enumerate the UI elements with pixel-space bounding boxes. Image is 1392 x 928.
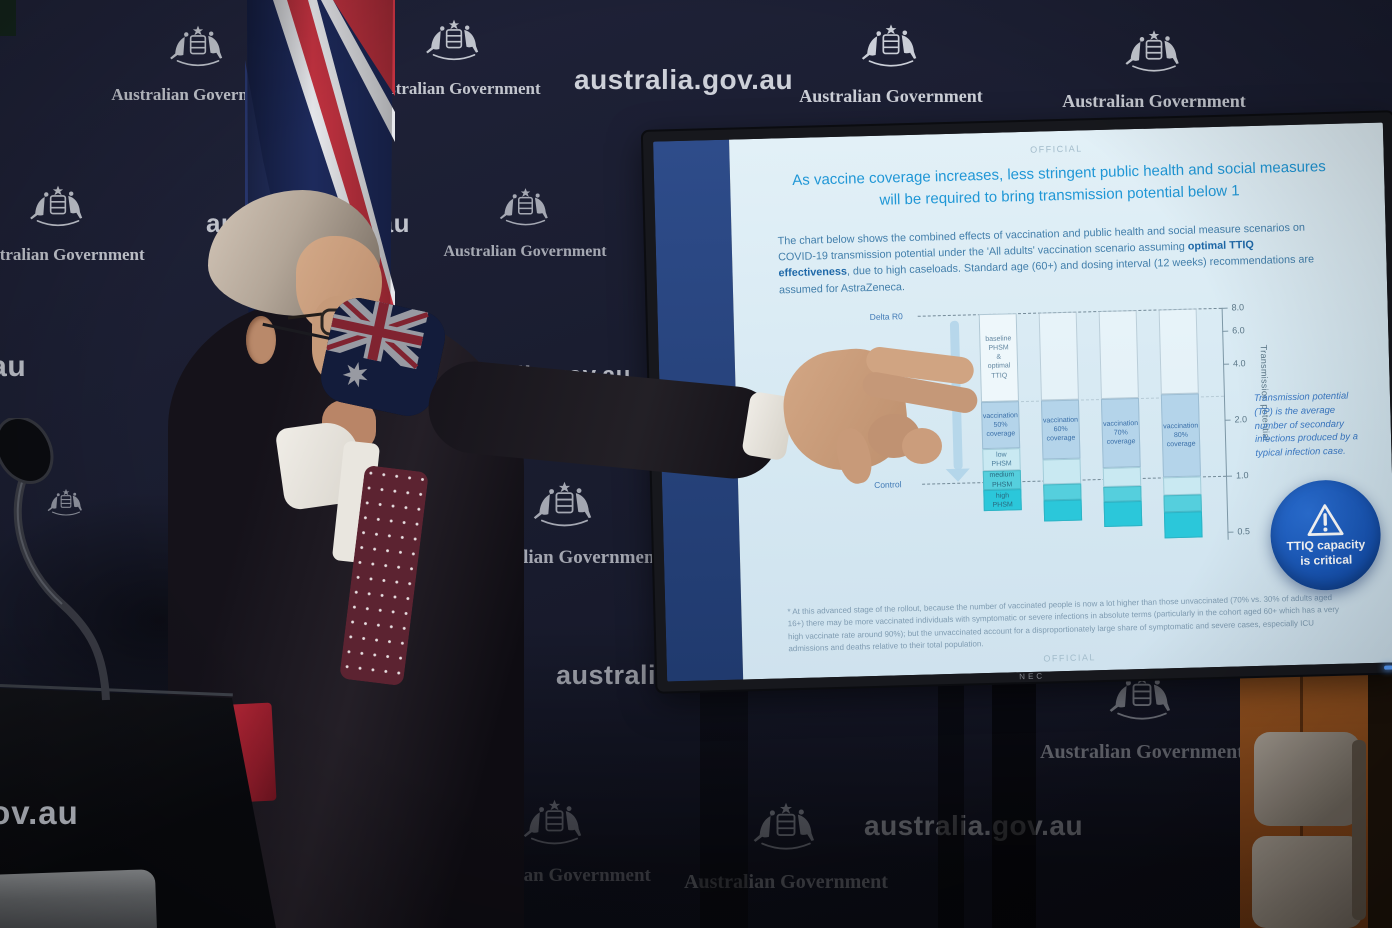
segment-label-line: high bbox=[995, 491, 1010, 500]
chart-bar-segment bbox=[1043, 483, 1082, 501]
backdrop-gov-text: Australian Government bbox=[367, 79, 541, 98]
chart-bar-segment: vaccination 50% coverage bbox=[980, 400, 1021, 450]
backdrop-crest-unit: Australian Government bbox=[367, 0, 541, 99]
y-axis-tick bbox=[1225, 475, 1233, 477]
y-axis-tick-label: 6.0 bbox=[1232, 325, 1245, 336]
segment-label-line: PHSM bbox=[992, 500, 1013, 509]
y-axis-tick-label: 8.0 bbox=[1231, 302, 1245, 313]
backdrop-crest-unit: Australian Government bbox=[0, 166, 145, 265]
chart-bar-segment: vaccination 80% coverage bbox=[1160, 393, 1202, 478]
segment-label-line: 50% bbox=[993, 421, 1008, 429]
slide-intro: The chart below shows the combined effec… bbox=[778, 219, 1328, 298]
gooseneck-microphone bbox=[0, 418, 110, 701]
segment-label-line: & bbox=[996, 353, 1002, 362]
warning-triangle-icon bbox=[1307, 504, 1344, 536]
chart-bar-segment bbox=[1163, 476, 1202, 496]
backdrop-crest-unit: Australian Government bbox=[111, 6, 285, 105]
backdrop-gov-text: Australian Government bbox=[1062, 91, 1246, 111]
backdrop-url-text: australia.gov.au bbox=[0, 350, 27, 383]
segment-label-line: vaccination bbox=[1042, 416, 1079, 425]
chair-back-cushion bbox=[1254, 732, 1360, 826]
y-axis-tick-label: 1.0 bbox=[1235, 470, 1249, 481]
reference-line-label: Control bbox=[873, 479, 902, 490]
y-axis-tick bbox=[1221, 307, 1228, 309]
ttiq-warning-badge: TTIQ capacity is critical bbox=[1269, 478, 1383, 592]
segment-label-line: 70% bbox=[1113, 428, 1128, 437]
segment-label-line: coverage bbox=[1166, 440, 1196, 449]
segment-label-line: 60% bbox=[1053, 425, 1068, 433]
reference-line-label: Delta R0 bbox=[869, 311, 903, 323]
chart-bar-segment bbox=[1103, 501, 1143, 528]
y-axis-tick bbox=[1223, 363, 1230, 365]
backdrop-crest-unit: Australian Government bbox=[443, 170, 607, 261]
backdrop-gov-text: Australian Government bbox=[799, 86, 983, 106]
segment-label-line: vaccination bbox=[1102, 419, 1139, 428]
y-axis-line bbox=[1221, 307, 1229, 541]
chart-bar-segment bbox=[1042, 458, 1082, 485]
chart-bar-segment bbox=[1102, 466, 1142, 488]
monitor-brand-logo: NEC bbox=[1019, 671, 1046, 682]
chair-seat-cushion bbox=[1252, 836, 1362, 928]
y-axis-tick bbox=[1224, 419, 1231, 421]
tp-definition-note: Transmission potential (TP) is the avera… bbox=[1253, 390, 1359, 460]
chart-bar-segment bbox=[1163, 494, 1202, 513]
curled-finger bbox=[902, 428, 942, 464]
chart-bar-segment: medium PHSM bbox=[982, 469, 1022, 491]
government-crest-icon bbox=[1109, 10, 1199, 88]
y-axis-tick-label: 4.0 bbox=[1232, 358, 1246, 369]
government-crest-icon bbox=[485, 170, 566, 240]
segment-label-line: coverage bbox=[1046, 434, 1076, 443]
backdrop-gov-text: Australian Government bbox=[111, 85, 285, 104]
chart-bar-segment bbox=[1158, 308, 1199, 395]
government-crest-icon bbox=[154, 6, 242, 82]
chart-bar-segment: baseline PHSM & optimal TTIQ bbox=[978, 313, 1019, 402]
badge-text-line2: is critical bbox=[1300, 552, 1353, 568]
chart-bar-segment: vaccination 70% coverage bbox=[1100, 397, 1141, 468]
segment-label-line: PHSM bbox=[991, 480, 1013, 489]
backdrop-url-text: australia.gov.au bbox=[574, 64, 794, 95]
government-crest-icon bbox=[845, 4, 937, 83]
y-axis-tick bbox=[1227, 531, 1234, 533]
backdrop-gov-text: Australian Government bbox=[443, 243, 607, 260]
chart-bar-segment bbox=[1163, 511, 1203, 539]
government-crest-icon bbox=[410, 0, 498, 76]
slide-title: As vaccine coverage increases, less stri… bbox=[738, 155, 1381, 215]
chart-bar-segment bbox=[1043, 499, 1083, 522]
chart-bar-segment bbox=[1038, 311, 1079, 401]
y-axis-tick-label: 0.5 bbox=[1237, 526, 1251, 537]
backdrop-crest-unit: Australian Government bbox=[1062, 10, 1246, 112]
chart-bar-segment: high PHSM bbox=[983, 489, 1022, 511]
government-crest-icon bbox=[14, 166, 102, 242]
segment-label-line: vaccination bbox=[982, 412, 1018, 420]
equipment-back bbox=[0, 869, 158, 928]
slide-footnote: * At this advanced stage of the rollout,… bbox=[787, 593, 1340, 654]
chart-bar-segment bbox=[1098, 310, 1139, 399]
segment-label-line: coverage bbox=[1106, 437, 1136, 446]
chart-bar-segment bbox=[1103, 486, 1142, 503]
y-axis-tick-label: 2.0 bbox=[1234, 414, 1248, 425]
chart-bar-segment: vaccination 60% coverage bbox=[1040, 399, 1081, 460]
segment-label-line: TTIQ bbox=[991, 371, 1008, 380]
chart-bar-segment: low PHSM bbox=[982, 448, 1021, 471]
backdrop-crest-unit: Australian Government bbox=[799, 4, 983, 107]
power-led bbox=[1384, 665, 1392, 670]
speaker-ear bbox=[246, 316, 276, 364]
backdrop-gov-text: Australian Government bbox=[0, 245, 145, 264]
government-crest-icon bbox=[516, 460, 613, 544]
reduction-arrow-head bbox=[945, 468, 971, 483]
lectern-url-text: australia.gov.au bbox=[0, 794, 79, 831]
wall-fixture bbox=[0, 0, 16, 36]
segment-label-line: PHSM bbox=[988, 344, 1009, 353]
wall-edge bbox=[1368, 648, 1392, 928]
segment-label-line: low bbox=[996, 451, 1007, 459]
segment-label-line: PHSM bbox=[991, 460, 1012, 468]
y-axis-tick bbox=[1222, 330, 1229, 333]
segment-label-line: vaccination bbox=[1163, 422, 1199, 431]
flag-face-mask bbox=[316, 293, 450, 421]
segment-label-line: coverage bbox=[986, 430, 1016, 439]
chair-frame bbox=[1352, 740, 1366, 920]
segment-label-line: 80% bbox=[1173, 431, 1189, 439]
badge-text-line1: TTIQ capacity bbox=[1286, 537, 1366, 554]
